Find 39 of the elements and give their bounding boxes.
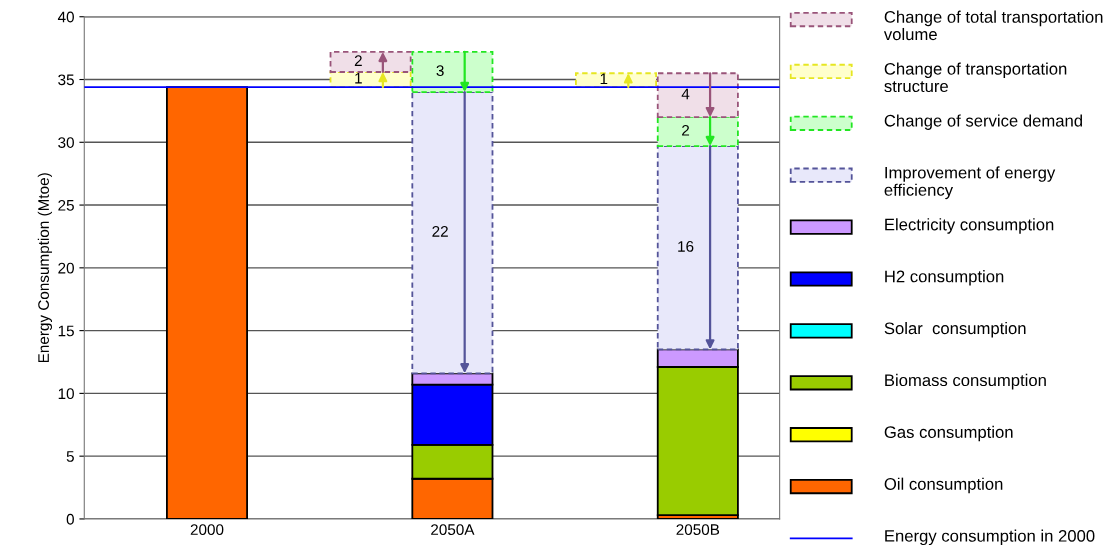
- bar: [411, 91, 494, 375]
- legend-label: Solar consumption: [884, 321, 1026, 338]
- y-tick-label: 15: [58, 325, 74, 337]
- y-tick-label: 20: [58, 262, 74, 274]
- data-label: 22: [432, 225, 448, 237]
- data-label: 16: [678, 241, 694, 252]
- data-label: 2: [682, 124, 690, 136]
- legend-label: Change of total transportation volume: [883, 10, 1103, 41]
- bar: [329, 50, 412, 73]
- y-tick-label: 0: [66, 513, 74, 525]
- bar: [656, 116, 739, 147]
- legend-label: Change of transportation structure: [884, 62, 1067, 93]
- bar: [656, 72, 739, 119]
- legend-label: Improvement of energy efficiency: [884, 166, 1056, 200]
- y-axis-title: Energy Consumption (Mtoe): [37, 173, 53, 363]
- x-tick-label: 2050A: [431, 524, 475, 536]
- y-tick-label: 30: [58, 137, 74, 148]
- legend-label: H2 consumption: [885, 270, 1004, 286]
- bar: [411, 50, 494, 93]
- data-label: 2: [354, 55, 362, 66]
- data-label: 3: [436, 65, 444, 77]
- y-tick-label: 25: [58, 199, 74, 211]
- legend-label: Electricity consumption: [885, 218, 1054, 234]
- data-label: 1: [600, 73, 608, 85]
- bar: [656, 145, 739, 351]
- x-tick-label: 2050B: [676, 524, 720, 536]
- data-label: 1: [355, 72, 362, 84]
- legend-label: Energy consumption in 2000: [885, 529, 1095, 546]
- y-tick-label: 10: [58, 388, 74, 400]
- legend-label: Oil consumption: [884, 477, 1003, 494]
- legend-label: Biomass consumption: [885, 373, 1046, 390]
- y-tick-label: 40: [57, 11, 74, 23]
- y-tick-label: 5: [66, 451, 74, 462]
- y-tick-label: 35: [58, 74, 74, 86]
- data-label: 4: [681, 88, 690, 100]
- legend-label: Change of service demand: [884, 114, 1082, 130]
- x-tick-label: 2000: [190, 524, 224, 536]
- bar: [166, 86, 248, 519]
- legend-label: Gas consumption: [884, 425, 1013, 442]
